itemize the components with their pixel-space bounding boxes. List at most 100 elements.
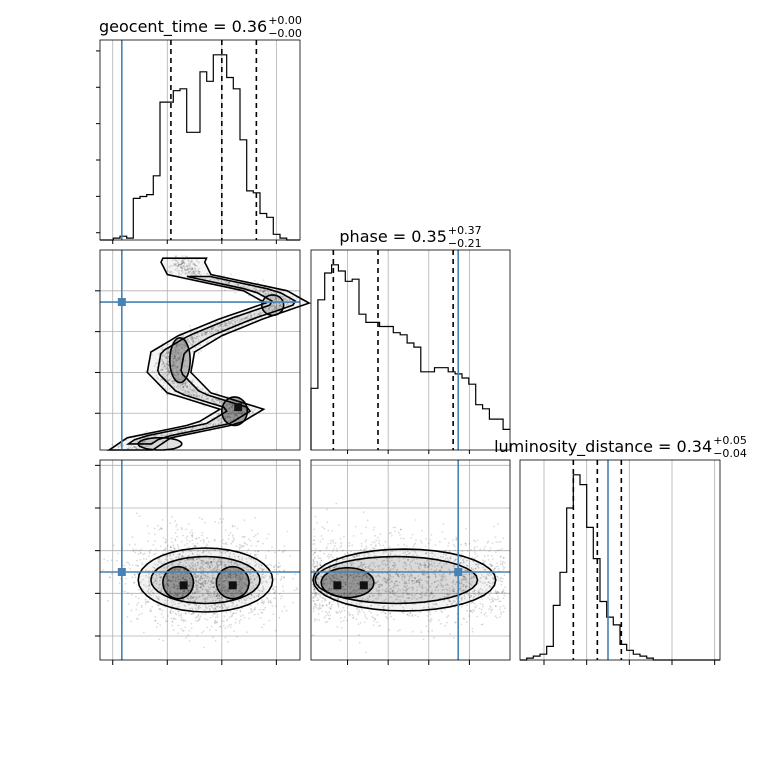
sample-point: [374, 618, 377, 621]
sample-point: [131, 536, 134, 539]
sample-point: [388, 546, 391, 548]
sample-point: [186, 266, 189, 268]
sample-point: [135, 564, 137, 567]
sample-point: [154, 615, 157, 618]
sample-point: [191, 391, 194, 394]
sample-point: [188, 341, 191, 344]
sample-point: [359, 548, 362, 551]
sample-point: [355, 618, 358, 621]
sample-point: [175, 523, 178, 526]
sample-point: [441, 611, 444, 614]
sample-point: [344, 553, 346, 556]
sample-point: [205, 341, 208, 344]
sample-point: [240, 618, 242, 621]
sample-point: [171, 516, 174, 518]
sample-point: [133, 445, 136, 448]
sample-point: [190, 613, 193, 616]
sample-point: [195, 265, 198, 267]
sample-point: [220, 328, 222, 331]
sample-point: [317, 555, 319, 557]
sample-point: [198, 536, 201, 539]
sample-point: [501, 548, 504, 550]
sample-point: [220, 417, 223, 420]
sample-point: [138, 614, 141, 616]
sample-point: [224, 325, 227, 327]
sample-point: [465, 527, 467, 530]
sample-point: [429, 620, 432, 623]
sample-point: [174, 520, 177, 522]
sample-point: [161, 378, 164, 381]
sample-point: [335, 502, 338, 505]
sample-point: [182, 259, 184, 262]
sample-point: [202, 538, 205, 541]
sample-point: [278, 307, 280, 309]
sample-point: [110, 559, 113, 562]
sample-point: [188, 267, 191, 270]
sample-point: [175, 347, 178, 350]
sample-point: [230, 321, 233, 324]
sample-point: [187, 523, 190, 525]
sample-point: [144, 598, 147, 601]
sample-point: [119, 445, 122, 447]
sample-point: [170, 537, 173, 540]
sample-point: [173, 355, 176, 358]
sample-point: [229, 611, 232, 613]
sample-point: [191, 532, 194, 535]
sample-point: [217, 413, 220, 415]
sample-point: [136, 512, 138, 515]
sample-point: [194, 545, 197, 547]
sample-point: [204, 333, 207, 336]
sample-point: [261, 601, 264, 604]
sample-point: [191, 381, 194, 383]
sample-point: [320, 559, 323, 562]
sample-point: [264, 606, 267, 609]
sample-point: [177, 265, 180, 267]
sample-point: [503, 574, 506, 576]
sample-point: [247, 538, 250, 540]
sample-point: [172, 370, 175, 373]
sample-point: [499, 577, 502, 580]
sample-point: [399, 629, 401, 631]
sample-point: [250, 544, 253, 547]
sample-point: [172, 365, 175, 367]
sample-point: [142, 440, 145, 443]
sample-point: [194, 346, 197, 349]
sample-point: [184, 612, 187, 615]
sample-point: [275, 297, 277, 300]
sample-point: [473, 602, 476, 605]
sample-point: [324, 599, 326, 602]
sample-point: [483, 561, 486, 564]
sample-point: [188, 393, 191, 396]
sample-point: [184, 271, 187, 274]
sample-point: [380, 611, 383, 614]
sample-point: [119, 443, 122, 446]
sample-point: [498, 591, 500, 594]
sample-point: [134, 441, 136, 443]
sample-point: [227, 281, 230, 284]
sample-point: [257, 550, 259, 553]
sample-point: [135, 608, 138, 611]
sample-point: [184, 272, 187, 275]
sample-point: [185, 636, 187, 639]
sample-point: [257, 540, 260, 542]
sample-point: [156, 362, 159, 364]
sample-point: [185, 528, 188, 531]
sample-point: [197, 338, 200, 341]
sample-point: [111, 443, 114, 446]
sample-point: [146, 436, 149, 439]
sample-point: [261, 290, 264, 293]
sample-point: [215, 629, 218, 631]
sample-point: [174, 259, 177, 261]
sample-point: [183, 269, 186, 272]
sample-point: [475, 605, 478, 608]
sample-point: [221, 521, 223, 523]
sample-point: [221, 419, 224, 422]
sample-point: [254, 555, 257, 557]
sample-point: [460, 623, 463, 626]
sample-point: [358, 609, 361, 611]
sample-point: [268, 592, 271, 595]
sample-point: [230, 542, 233, 545]
sample-point: [373, 526, 376, 529]
sample-point: [137, 601, 140, 604]
sample-point: [314, 515, 317, 518]
